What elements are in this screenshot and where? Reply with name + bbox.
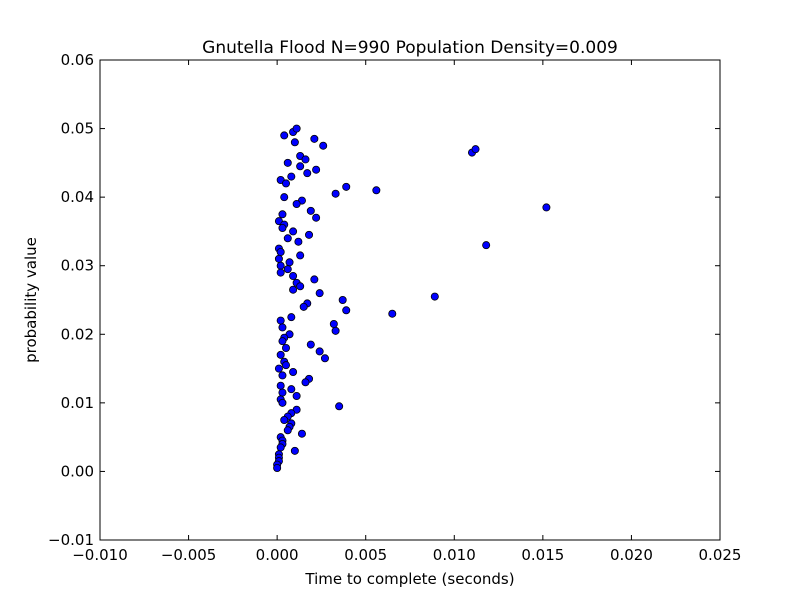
data-point [372, 186, 381, 195]
data-point [285, 258, 294, 267]
data-point [276, 350, 285, 359]
data-point [278, 323, 287, 332]
data-point [290, 446, 299, 455]
y-tick-label: 0.04 [61, 188, 94, 206]
data-point [338, 295, 347, 304]
data-point [306, 206, 315, 215]
data-point [292, 199, 301, 208]
y-axis-label: probability value [22, 237, 40, 363]
data-point [320, 354, 329, 363]
data-point [319, 141, 328, 150]
data-point [283, 426, 292, 435]
x-tick-label: 0.020 [610, 546, 653, 564]
data-point [294, 237, 303, 246]
x-tick-label: 0.025 [699, 546, 742, 564]
data-point [342, 182, 351, 191]
data-point [278, 337, 287, 346]
data-point [276, 316, 285, 325]
data-point [542, 203, 551, 212]
data-point [296, 162, 305, 171]
data-point [292, 391, 301, 400]
data-point [301, 155, 310, 164]
data-point [331, 189, 340, 198]
data-point [296, 282, 305, 291]
data-point [274, 364, 283, 373]
data-point [329, 319, 338, 328]
data-point [278, 398, 287, 407]
y-tick-label: 0.06 [61, 51, 94, 69]
data-point [305, 230, 314, 239]
y-tick-label: 0.03 [61, 257, 94, 275]
y-tick-label: −0.01 [48, 531, 94, 549]
chart-title: Gnutella Flood N=990 Population Density=… [202, 38, 618, 58]
y-tick-label: 0.02 [61, 325, 94, 343]
data-point [276, 247, 285, 256]
data-point [289, 285, 298, 294]
data-point [280, 193, 289, 202]
data-point [388, 309, 397, 318]
data-point [276, 443, 285, 452]
data-point [303, 169, 312, 178]
data-point [306, 340, 315, 349]
x-tick-label: −0.010 [72, 546, 128, 564]
x-tick-label: 0.000 [256, 546, 299, 564]
data-point [312, 165, 321, 174]
data-point [287, 385, 296, 394]
data-point [315, 289, 324, 298]
data-point [280, 131, 289, 140]
data-point [290, 138, 299, 147]
data-point [297, 429, 306, 438]
data-point [296, 251, 305, 260]
data-point [278, 388, 287, 397]
data-point [283, 234, 292, 243]
data-point [315, 347, 324, 356]
data-point [280, 415, 289, 424]
x-tick-label: −0.005 [161, 546, 217, 564]
x-axis: −0.010 −0.005 0.000 0.005 0.010 0.015 0.020 0.0… [72, 60, 741, 564]
y-tick-label: 0.01 [61, 394, 94, 412]
data-point [331, 326, 340, 335]
x-tick-label: 0.015 [521, 546, 564, 564]
data-point [287, 313, 296, 322]
data-point [289, 367, 298, 376]
x-axis-label: Time to complete (seconds) [304, 570, 514, 588]
data-point [289, 227, 298, 236]
data-point [281, 179, 290, 188]
data-point [276, 268, 285, 277]
data-point [283, 158, 292, 167]
data-point [310, 275, 319, 284]
data-point [342, 306, 351, 315]
data-point [278, 210, 287, 219]
data-point [273, 463, 282, 472]
data-point [281, 343, 290, 352]
y-tick-label: 0.05 [61, 120, 94, 138]
data-point [335, 402, 344, 411]
data-point [482, 241, 491, 250]
data-point [278, 371, 287, 380]
data-point [274, 254, 283, 263]
data-point [289, 271, 298, 280]
data-point [471, 145, 480, 154]
points-layer [273, 124, 551, 472]
data-point [281, 361, 290, 370]
y-tick-label: 0.00 [61, 462, 94, 480]
data-point [278, 223, 287, 232]
data-point [310, 134, 319, 143]
data-point [276, 261, 285, 270]
x-tick-label: 0.005 [344, 546, 387, 564]
data-point [299, 302, 308, 311]
x-tick-label: 0.010 [433, 546, 476, 564]
data-point [312, 213, 321, 222]
data-point [283, 265, 292, 274]
data-point [430, 292, 439, 301]
y-axis: −0.01 0.00 0.01 0.02 0.03 0.04 0.05 0.06 [48, 51, 720, 549]
data-point [301, 378, 310, 387]
data-point [276, 381, 285, 390]
data-point [287, 172, 296, 181]
plot-area [99, 59, 721, 541]
data-point [292, 124, 301, 133]
